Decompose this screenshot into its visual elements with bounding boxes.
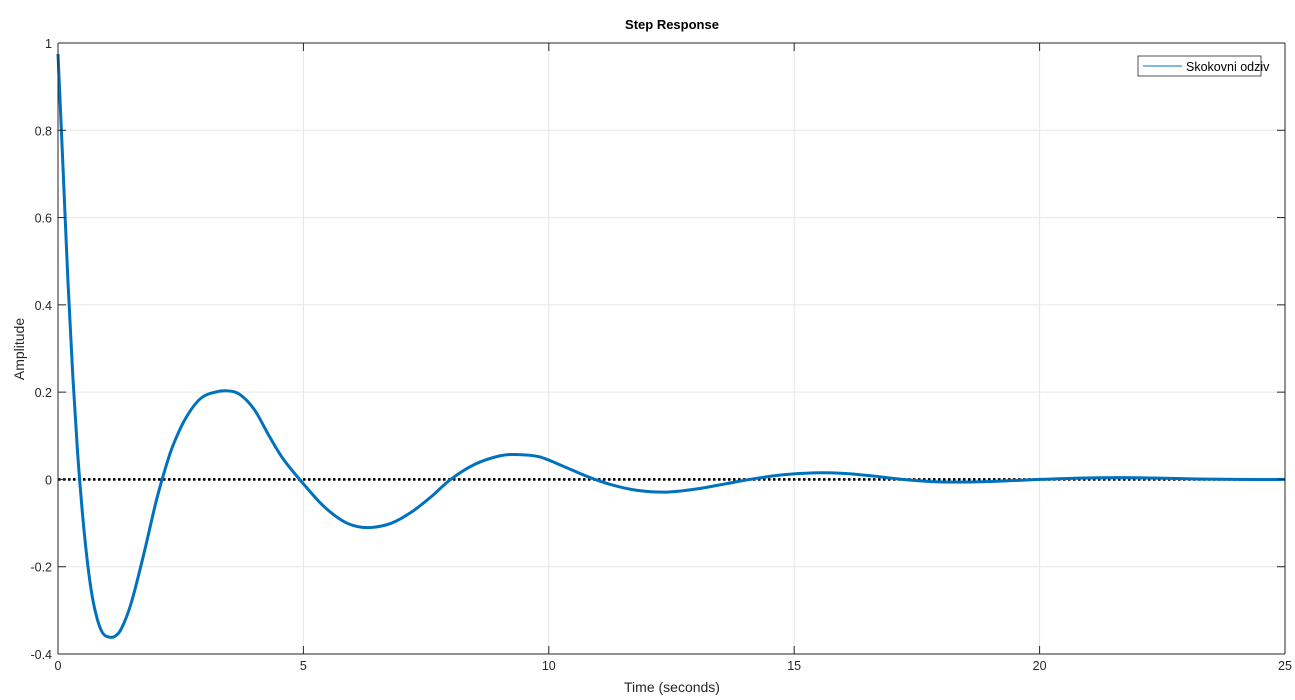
y-tick-label: 0.8 xyxy=(35,124,52,138)
plot-area xyxy=(58,43,1285,654)
y-tick-label: -0.4 xyxy=(30,648,52,662)
y-tick-label: 1 xyxy=(45,37,52,51)
x-tick-label: 15 xyxy=(787,659,801,673)
y-tick-labels: -0.4 -0.2 0 0.2 0.4 0.6 0.8 1 xyxy=(30,37,52,662)
x-tick-labels: 0 5 10 15 20 25 xyxy=(55,659,1292,673)
y-tick-label: -0.2 xyxy=(30,561,52,575)
y-tick-label: 0.6 xyxy=(35,212,52,226)
chart-title: Step Response xyxy=(625,17,719,32)
x-axis-label: Time (seconds) xyxy=(624,679,720,695)
y-tick-label: 0 xyxy=(45,473,52,487)
legend[interactable]: Skokovni odziv xyxy=(1137,55,1270,77)
x-tick-label: 20 xyxy=(1033,659,1047,673)
legend-label: Skokovni odziv xyxy=(1186,60,1270,74)
legend-box xyxy=(1137,55,1262,77)
y-tick-label: 0.2 xyxy=(35,386,52,400)
x-tick-label: 0 xyxy=(55,659,62,673)
series-line xyxy=(56,53,1286,639)
x-tick-label: 10 xyxy=(542,659,556,673)
y-axis-label: Amplitude xyxy=(11,318,27,380)
axes xyxy=(57,42,1286,655)
y-tick-label: 0.4 xyxy=(35,299,52,313)
x-tick-label: 5 xyxy=(300,659,307,673)
series-group xyxy=(56,53,1286,639)
x-tick-label: 25 xyxy=(1278,659,1292,673)
